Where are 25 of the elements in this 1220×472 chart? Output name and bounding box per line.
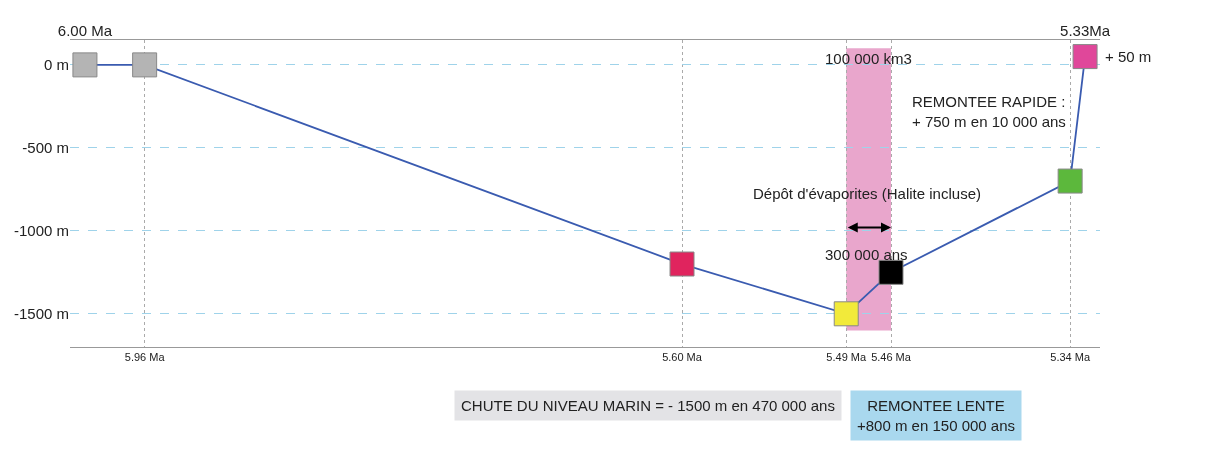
annotation: REMONTEE RAPIDE : + 750 m en 10 000 ans — [912, 93, 1066, 130]
x-tick-label: 5.96 Ma — [124, 351, 166, 364]
x-tick-label: 5.60 Ma — [662, 351, 703, 364]
point — [833, 301, 859, 327]
x2-tick-label: 6.00 Ma — [57, 22, 113, 39]
y-tick-label: 0 m — [43, 56, 69, 74]
point — [132, 52, 158, 78]
annotation: + 50 m — [1105, 48, 1152, 65]
y-tick-label: -1000 m — [13, 222, 69, 240]
x-tick-label: 5.49 Ma — [826, 351, 867, 364]
point — [669, 251, 695, 277]
annotation: 300 000 ans — [825, 246, 908, 263]
y-tick-label: -1500 m — [13, 305, 69, 323]
point — [72, 52, 98, 78]
point — [1072, 44, 1098, 70]
text: REMONTEE LENTE +800 m en 150 000 ans — [857, 397, 1016, 434]
text: CHUTE DU NIVEAU MARIN = - 1500 m en 470 000 ans — [461, 397, 835, 414]
band-label: 100 000 km3 — [825, 50, 912, 67]
annotation: Dépôt d'évaporites (Halite incluse) — [753, 185, 981, 202]
x-tick-label: 5.46 Ma — [871, 351, 912, 364]
y-tick-label: -500 m — [22, 139, 69, 157]
point — [878, 259, 904, 285]
x-tick-label: 5.34 Ma — [1050, 351, 1091, 364]
x2-tick-label: 5.33Ma — [1060, 22, 1111, 39]
point — [1057, 168, 1083, 194]
